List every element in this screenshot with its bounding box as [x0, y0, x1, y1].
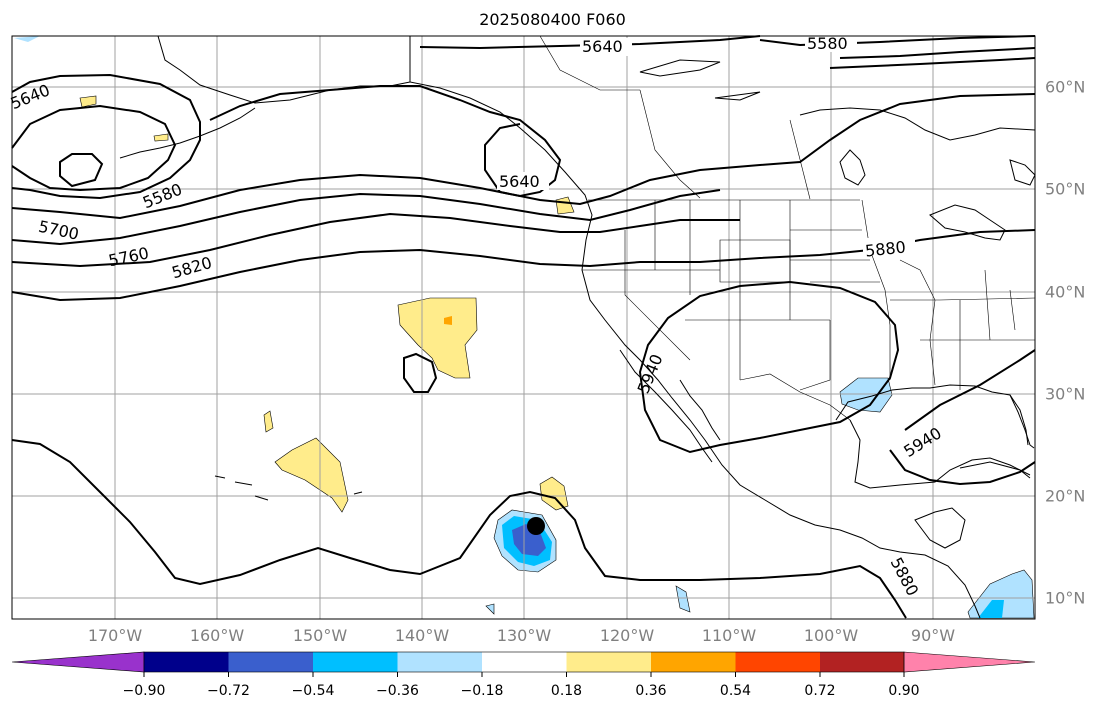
contour-label: 5880 [887, 554, 923, 599]
cuba [959, 461, 1031, 479]
colorbar-segment [228, 652, 313, 672]
colorbar-segment [735, 652, 820, 672]
colorbar-segment [313, 652, 398, 672]
lat-label-30n: 30°N [1045, 384, 1086, 404]
contour-label: 5640 [499, 172, 540, 191]
contour-label: 5580 [807, 34, 848, 53]
contour-5940-east [889, 449, 1036, 486]
contour-5700-east [829, 57, 1036, 69]
lon-label-100w: 100°W [803, 626, 859, 645]
contour-5820-main [11, 212, 740, 268]
lon-label-130w: 130°W [496, 626, 552, 645]
colorbar-extend-high [903, 651, 1036, 673]
lat-label-10n: 10°N [1045, 588, 1086, 608]
colorbar-extend-low [11, 651, 145, 673]
colorbar-tick-label: 0.36 [635, 683, 667, 699]
colorbar-tick-label: −0.72 [207, 683, 250, 699]
colorbar-tick-label: 0.18 [550, 683, 583, 699]
colorbar-tick-label: −0.90 [122, 683, 166, 699]
contour-5880-south [11, 439, 907, 619]
hawaii-islands [214, 475, 363, 501]
contour-5880-loop [403, 352, 438, 393]
canada-coast [799, 107, 1036, 141]
greenland-edge [1009, 159, 1036, 186]
arctic-islands [639, 59, 761, 101]
colorbar-segment [397, 652, 482, 672]
anomaly-shading [14, 36, 1035, 619]
lon-label-160w: 160°W [189, 626, 245, 645]
lon-label-170w: 170°W [87, 626, 143, 645]
lat-label-50n: 50°N [1045, 179, 1086, 199]
contour-label: 5640 [582, 37, 623, 56]
contour-label: 5880 [864, 237, 906, 260]
colorbar-tick-label: 0.90 [888, 683, 920, 699]
positive-anomaly-near-storm [539, 476, 569, 511]
lat-label-40n: 40°N [1045, 282, 1086, 302]
colorbar-tick-label: 0.54 [719, 683, 752, 699]
contour-5580-top [759, 35, 1036, 47]
contour-5940-east-upper [904, 349, 1036, 431]
negative-anomaly-gulf [839, 377, 893, 413]
negative-anomaly-small-3 [14, 36, 40, 42]
contour-5640-gulf-alaska [209, 85, 562, 198]
positive-anomaly-small-1 [263, 410, 274, 433]
baja-california [619, 349, 721, 463]
yucatan [914, 507, 966, 549]
positive-anomaly-aleutian [153, 133, 169, 142]
lat-label-60n: 60°N [1045, 77, 1086, 97]
colorbar-segment [820, 652, 905, 672]
contour-label: 5700 [37, 217, 81, 244]
colorbar-tick-label: −0.18 [460, 683, 504, 699]
contour-5520-low [59, 153, 104, 188]
colorbar-segment [482, 652, 567, 672]
gulf-coast [849, 419, 1031, 489]
lat-label-20n: 20°N [1045, 486, 1086, 506]
contour-5640-west-low [11, 73, 201, 200]
north-america-west-coast [409, 36, 981, 619]
alaska-coast [157, 35, 411, 104]
colorbar-segment [144, 652, 229, 672]
positive-anomaly-north-pacific [397, 297, 478, 379]
lon-label-140w: 140°W [394, 626, 450, 645]
contour-5580-low [11, 104, 177, 192]
lon-label-90w: 90°W [910, 626, 956, 645]
great-lakes [929, 204, 1006, 241]
contour-label: 5760 [107, 243, 151, 270]
contour-5940-ridge [638, 280, 900, 454]
colorbar [11, 651, 1036, 677]
us-gulf-coast [835, 384, 1029, 446]
positive-anomaly-hawaii [274, 437, 349, 513]
lon-label-110w: 110°W [701, 626, 757, 645]
map-title: 2025080400 F060 [479, 10, 626, 29]
negative-anomaly-central-america-core [978, 600, 1004, 618]
colorbar-tick-label: 0.72 [804, 683, 836, 699]
lon-label-120w: 120°W [599, 626, 655, 645]
colorbar-segment [566, 652, 651, 672]
hudson-bay [839, 149, 866, 186]
political-borders [409, 35, 1036, 421]
positive-anomaly-alaska [79, 95, 97, 108]
contour-5700-main [11, 93, 1036, 220]
colorbar-tick-label: −0.54 [291, 683, 335, 699]
graticule [12, 36, 1035, 619]
negative-anomaly-small-1 [675, 585, 691, 613]
lon-label-150w: 150°W [292, 626, 348, 645]
contour-5640-east [839, 47, 1036, 59]
negative-anomaly-small-2 [485, 603, 495, 615]
aleutian-chain [119, 107, 256, 159]
positive-anomaly-core [444, 316, 452, 325]
positive-anomaly-vancouver [555, 196, 575, 215]
contour-label: 5640 [8, 80, 53, 113]
storm-center-marker [527, 517, 545, 535]
contour-5760-main [11, 189, 721, 246]
contour-label: 5580 [140, 179, 185, 212]
coastlines [119, 35, 1036, 619]
colorbar-tick-label: −0.36 [376, 683, 419, 699]
florida [1009, 394, 1035, 449]
colorbar-segment [651, 652, 736, 672]
map-frame [11, 35, 1036, 620]
